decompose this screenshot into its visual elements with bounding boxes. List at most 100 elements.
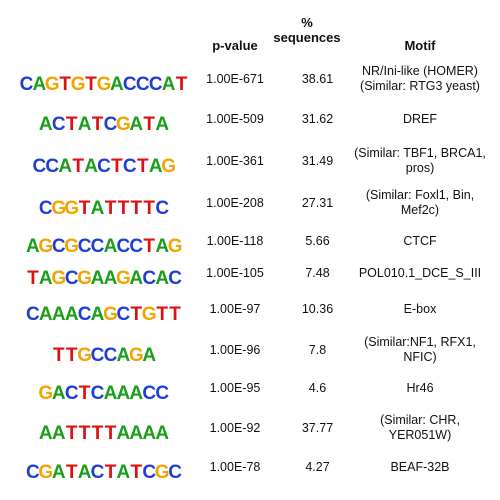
logo-letter: C: [78, 236, 92, 257]
logo-letter: T: [66, 462, 78, 483]
sequence-logo-svg: A C T A T CGA T A: [39, 114, 169, 135]
logo-letter: A: [129, 114, 143, 135]
logo-letter: A: [91, 304, 105, 325]
percent-cell: 10.36: [301, 302, 334, 316]
logo-letter: T: [92, 114, 104, 135]
pvalue-cell: 1.00E-118: [206, 234, 264, 248]
logo-letter: C: [78, 304, 92, 325]
logo-letter: T: [85, 74, 97, 95]
logo-letter: A: [52, 383, 66, 404]
table-row: C G A T A C T A T C G C 1.00E-78 4.27 BEAF-32B: [0, 448, 500, 488]
logo-letter: C: [168, 268, 182, 289]
logo-letter: T: [156, 304, 168, 325]
logo-letter: A: [58, 156, 72, 177]
logo-letter: G: [77, 268, 92, 289]
logo-letter: C: [155, 198, 169, 219]
motif-cell: (Similar: CHR, YER051W): [340, 413, 500, 443]
table-row: T T G C C A G A 1.00E-96 7.8 (Similar:NF1, RFX1, NF…: [0, 331, 500, 371]
logo-letter: T: [79, 383, 91, 404]
motif-cell: E-box: [340, 302, 500, 317]
motif-line: (Similar:NF1, RFX1,: [364, 335, 476, 349]
logo-letter: A: [39, 268, 53, 289]
logo-letter: T: [105, 462, 117, 483]
table-row: C A A A C A G C T G T T 1.00E-97 10.36 E-box: [0, 290, 500, 330]
logo-letter: C: [123, 156, 137, 177]
logo-letter: A: [155, 268, 169, 289]
motif-line: YER051W): [388, 428, 452, 442]
logo-letter: A: [117, 345, 131, 366]
logo-letter: A: [149, 156, 163, 177]
table-row: T A G C G A A G A C A C 1.00E-105 7.48 POL010.1_DCE_S_…: [0, 254, 500, 294]
logo-letter: C: [155, 383, 169, 404]
logo-letter: T: [72, 156, 84, 177]
motif-cell: (Similar: Foxl1, Bin, Mef2c): [340, 188, 500, 218]
logo-letter: G: [38, 462, 53, 483]
logo-letter: G: [116, 114, 131, 135]
logo-letter: T: [27, 268, 39, 289]
pvalue-cell: 1.00E-105: [206, 266, 264, 280]
pvalue-cell: 1.00E-208: [206, 196, 264, 210]
logo-letter: A: [129, 383, 143, 404]
motif-line: POL010.1_DCE_S_III: [358, 266, 482, 280]
logo-letter: T: [92, 423, 104, 444]
logo-letter: A: [110, 74, 124, 95]
logo-letter: G: [161, 156, 176, 177]
logo-letter: G: [64, 236, 79, 257]
table-row: A G C G C C A C C T A G 1.00E-118 5.66 CTCF: [0, 222, 500, 262]
logo-letter: G: [116, 268, 131, 289]
motif-line: Hr46: [406, 381, 434, 395]
logo-letter: A: [39, 304, 53, 325]
motif-cell: BEAF-32B: [340, 460, 500, 475]
logo-letter: C: [104, 114, 118, 135]
sequence-logo-svg: T T GC C AGA: [53, 345, 156, 366]
motif-line: DREF: [402, 112, 438, 126]
motif-line: pros): [405, 161, 435, 175]
logo-letter: C: [65, 383, 79, 404]
logo-letter: C: [142, 268, 156, 289]
logo-letter: A: [33, 74, 47, 95]
motif-line: (Similar: RTG3 yeast): [360, 79, 480, 93]
logo-letter: T: [53, 345, 65, 366]
logo-letter: T: [137, 156, 149, 177]
logo-letter: G: [71, 74, 86, 95]
logo-letter: T: [143, 114, 155, 135]
logo-letter: A: [52, 423, 66, 444]
logo-letter: C: [20, 74, 34, 95]
logo-letter: G: [51, 198, 66, 219]
table-row: A C T A T C G A T A 1.00E-509 31.62 DREF: [0, 100, 500, 140]
percent-cell: 37.77: [301, 421, 334, 435]
logo-letter: C: [123, 74, 137, 95]
percent-cell: 4.27: [305, 460, 330, 474]
logo-letter: T: [66, 423, 78, 444]
logo-letter: T: [143, 198, 155, 219]
logo-letter: C: [168, 462, 182, 483]
logo-letter: T: [79, 423, 91, 444]
motif-line: E-box: [403, 302, 437, 316]
logo-letter: A: [155, 114, 169, 135]
motif-line: (Similar: Foxl1, Bin,: [365, 188, 475, 202]
logo-letter: G: [38, 236, 53, 257]
percent-cell: 31.62: [301, 112, 334, 126]
logo-letter: A: [117, 383, 131, 404]
logo-letter: C: [65, 268, 79, 289]
logo-letter: C: [142, 462, 156, 483]
logo-letter: A: [78, 114, 92, 135]
logo-letter: A: [104, 236, 118, 257]
logo-letter: C: [91, 236, 105, 257]
logo-letter: A: [155, 423, 169, 444]
logo-letter: T: [79, 198, 91, 219]
logo-letter: G: [155, 462, 170, 483]
table-row: G A C T C A A A C C 1.00E-95 4.6 Hr46: [0, 369, 500, 409]
logo-letter: A: [142, 423, 156, 444]
logo-letter: C: [52, 236, 66, 257]
sequence-logo-svg: C AG T G T GA C C C A T: [20, 74, 188, 95]
logo-letter: C: [104, 345, 118, 366]
sequence-logo-svg: C C A T A C T C T AG: [33, 156, 176, 177]
